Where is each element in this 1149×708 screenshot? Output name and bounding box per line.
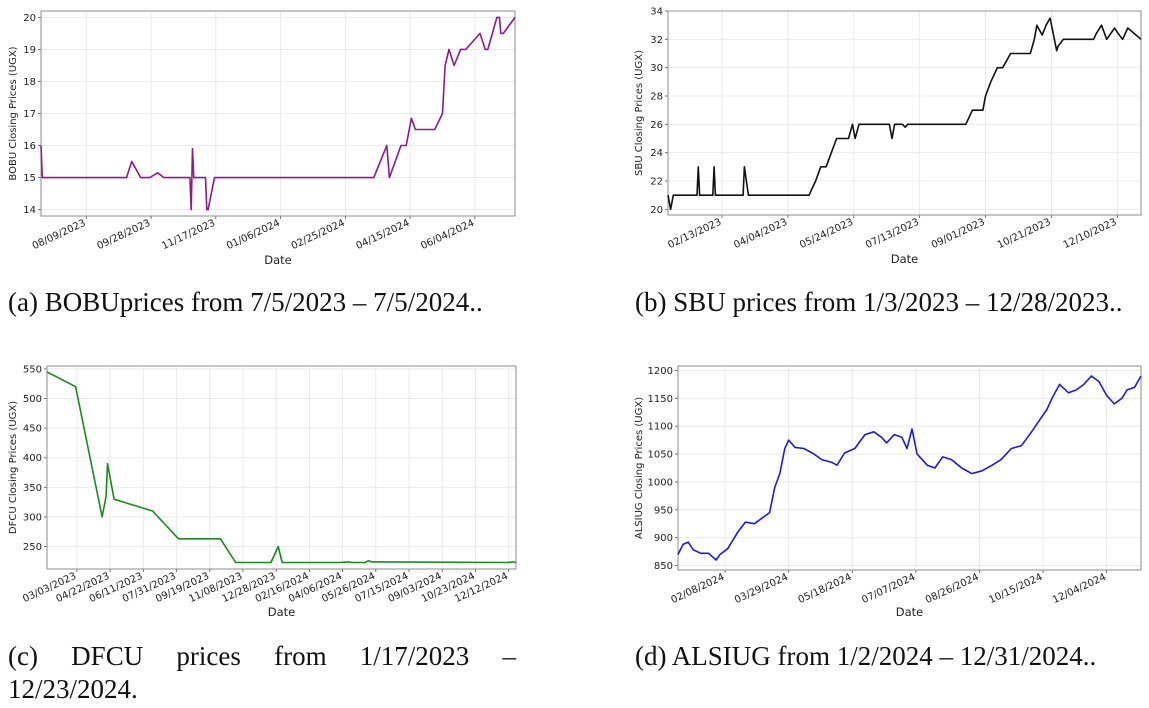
y-axis-label: ALSIUG Closing Prices (UGX) (634, 397, 645, 539)
plot-frame (677, 365, 1142, 571)
caption-a: (a) BOBUprices from 7/5/2023 – 7/5/2024.… (8, 287, 483, 317)
y-tick-label: 18 (23, 77, 36, 88)
x-tick-label: 05/24/2023 (798, 217, 855, 251)
x-tick-label: 10/21/2023 (996, 217, 1053, 251)
caption-d: (d) ALSIUG from 1/2/2024 – 12/31/2024.. (635, 641, 1097, 671)
y-tick-label: 550 (23, 364, 42, 375)
y-tick-label: 22 (650, 177, 663, 188)
x-tick-label: 10/15/2024 (987, 572, 1044, 606)
y-tick-label: 1000 (648, 477, 673, 488)
y-tick-label: 16 (23, 141, 36, 152)
chart-panel-a: 14 15 16 17 18 19 20 08/09/2023 09/28/2023 11/17/… (0, 0, 560, 360)
x-tick-label: 04/04/2023 (732, 217, 789, 251)
y-tick-label: 32 (650, 35, 663, 46)
x-tick-label: 01/06/2024 (225, 218, 282, 252)
plot-border (677, 365, 1142, 571)
chart-panel-d: 850 900 950 1000 1050 1100 1150 1200 02/08/2024 0… (630, 358, 1149, 708)
x-tick-label: 03/29/2024 (733, 572, 790, 606)
x-tick-label: 07/07/2024 (860, 572, 917, 606)
x-tick-label: 04/15/2024 (354, 218, 411, 252)
x-tick-label: 11/17/2023 (160, 218, 217, 252)
x-axis-label: Date (268, 605, 296, 619)
chart-c-svg: 25030035040045050055003/03/202304/22/202… (8, 364, 517, 619)
y-tick-label: 250 (23, 542, 42, 553)
series-line-a (40, 16, 516, 211)
y-axis-label: DFCU Closing Prices (UGX) (8, 401, 19, 534)
x-tick-label: 12/10/2023 (1062, 217, 1119, 251)
chart-panel-b: 20 22 24 26 28 30 32 34 02/13/2023 04/04/2023 05/2… (630, 0, 1149, 360)
y-tick-label: 350 (23, 483, 42, 494)
y-tick-label: 14 (23, 205, 36, 216)
x-axis-label: Date (896, 605, 924, 619)
y-tick-label: 1200 (648, 366, 673, 377)
y-tick-label: 450 (23, 424, 42, 435)
y-tick-label: 28 (650, 92, 663, 103)
y-tick-label: 30 (650, 63, 663, 74)
series-line-b (667, 17, 1142, 211)
plot-border (46, 365, 517, 570)
y-tick-label: 24 (650, 148, 663, 159)
plot-border (40, 10, 516, 217)
x-tick-label: 07/13/2023 (864, 217, 921, 251)
y-tick-label: 900 (654, 533, 673, 544)
x-tick-label: 02/25/2024 (290, 218, 347, 252)
x-axis-label: Date (891, 252, 919, 266)
y-tick-label: 500 (23, 394, 42, 405)
x-tick-label: 09/28/2023 (95, 218, 152, 252)
x-tick-label: 02/13/2023 (666, 217, 723, 251)
y-tick-label: 950 (654, 505, 673, 516)
series-line-c (46, 371, 517, 564)
y-tick-label: 26 (650, 120, 663, 131)
plot-frame (46, 365, 517, 570)
x-tick-label: 08/26/2024 (924, 572, 981, 606)
plot-border (667, 10, 1142, 216)
x-tick-label: 09/01/2023 (930, 217, 987, 251)
x-tick-label: 05/18/2024 (797, 572, 854, 606)
y-axis-label: SBU Closing Prices (UGX) (634, 50, 645, 176)
chart-a-svg: 14 15 16 17 18 19 20 08/09/2023 09/28/2023 11/17/… (8, 10, 516, 267)
y-tick-label: 850 (654, 561, 673, 572)
y-tick-label: 19 (23, 45, 36, 56)
y-tick-label: 17 (23, 109, 36, 120)
y-tick-label: 15 (23, 173, 36, 184)
y-tick-label: 20 (650, 205, 663, 216)
x-tick-label: 12/04/2024 (1051, 572, 1108, 606)
chart-b-svg: 20 22 24 26 28 30 32 34 02/13/2023 04/04/2023 05/2… (634, 7, 1142, 266)
series-line-d (677, 375, 1142, 561)
caption-c: (c) DFCU prices from 1/17/2023 – 12/23/2… (8, 641, 516, 704)
y-tick-label: 300 (23, 512, 42, 523)
x-axis-label: Date (264, 253, 292, 267)
x-tick-label: 02/08/2024 (669, 572, 726, 606)
y-tick-label: 20 (23, 13, 36, 24)
chart-panel-c: 250 300 350 400 450 500 550 03/03/2023 04/22/202… (0, 358, 560, 708)
caption-b: (b) SBU prices from 1/3/2023 – 12/28/202… (635, 287, 1123, 317)
y-tick-label: 34 (650, 7, 663, 18)
x-tick-label: 08/09/2023 (31, 218, 88, 252)
x-tick-label: 06/04/2024 (419, 218, 476, 252)
y-tick-label: 1150 (648, 394, 673, 405)
y-tick-label: 1100 (648, 422, 673, 433)
plot-frame (667, 10, 1142, 216)
y-axis-label: BOBU Closing Prices (UGX) (8, 46, 19, 180)
y-tick-label: 1050 (648, 450, 673, 461)
y-tick-label: 400 (23, 453, 42, 464)
